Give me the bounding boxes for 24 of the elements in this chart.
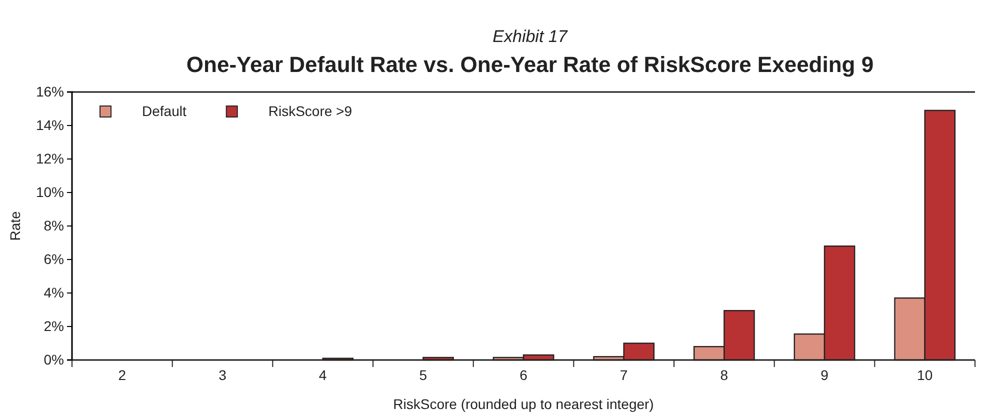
x-tick-label: 2 — [118, 367, 126, 383]
y-tick-label: 4% — [44, 284, 64, 300]
y-tick-label: 10% — [36, 184, 64, 200]
x-tick-label: 3 — [218, 367, 227, 383]
x-tick-label: 4 — [318, 367, 327, 383]
x-axis-title: RiskScore (rounded up to nearest integer) — [393, 396, 654, 412]
y-tick-label: 14% — [36, 116, 64, 133]
x-tick-label: 9 — [820, 367, 829, 383]
y-axis-title: Rate — [7, 211, 23, 241]
y-tick-label: 2% — [44, 318, 64, 334]
y-tick-label: 16% — [36, 83, 64, 100]
x-tick-label: 10 — [917, 367, 933, 383]
chart-title: One-Year Default Rate vs. One-Year Rate of RiskScore Exeeding 9 — [186, 52, 874, 77]
x-tick-label: 8 — [720, 367, 728, 383]
y-tick-label: 0% — [44, 351, 64, 368]
y-tick-label: 12% — [36, 150, 64, 166]
legend-label: Default — [142, 103, 186, 119]
legend-label: RiskScore >9 — [268, 103, 352, 119]
x-tick-label: 5 — [419, 367, 428, 383]
x-tick-label: 6 — [520, 367, 528, 383]
y-tick-label: 8% — [44, 217, 64, 234]
x-tick-label: 7 — [620, 367, 628, 383]
chart-subtitle: Exhibit 17 — [492, 27, 568, 46]
y-tick-label: 6% — [44, 250, 64, 267]
